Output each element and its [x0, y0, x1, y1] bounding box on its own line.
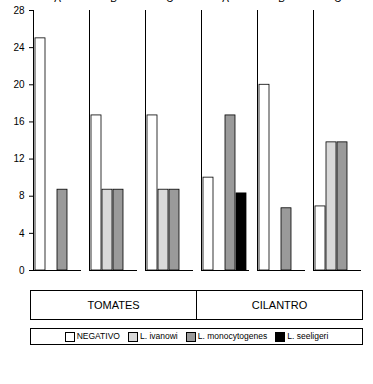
html-text:L. ivanowi: L. ivanowi: [140, 331, 178, 341]
svg-text:C: C: [166, 0, 173, 4]
svg-text:0: 0: [19, 265, 25, 276]
html-text:L. monocytogenes: L. monocytogenes: [197, 331, 268, 341]
svg-text:A: A: [222, 0, 229, 4]
svg-text:4: 4: [19, 228, 25, 239]
html-text:TOMATES: TOMATES: [87, 299, 140, 311]
svg-text:B: B: [110, 0, 117, 4]
svg-text:24: 24: [13, 42, 25, 53]
html-text:CILANTRO: CILANTRO: [251, 299, 308, 311]
svg-text:28: 28: [13, 5, 25, 16]
svg-text:C: C: [334, 0, 341, 4]
html-text:NEGATIVO: NEGATIVO: [76, 331, 120, 341]
svg-text:20: 20: [13, 79, 25, 90]
svg-text:A: A: [54, 0, 61, 4]
svg-text:16: 16: [13, 116, 25, 127]
svg-text:B: B: [278, 0, 285, 4]
html-text:L. seeligeri: L. seeligeri: [287, 331, 329, 341]
svg-text:8: 8: [19, 190, 25, 201]
svg-text:12: 12: [13, 153, 25, 164]
